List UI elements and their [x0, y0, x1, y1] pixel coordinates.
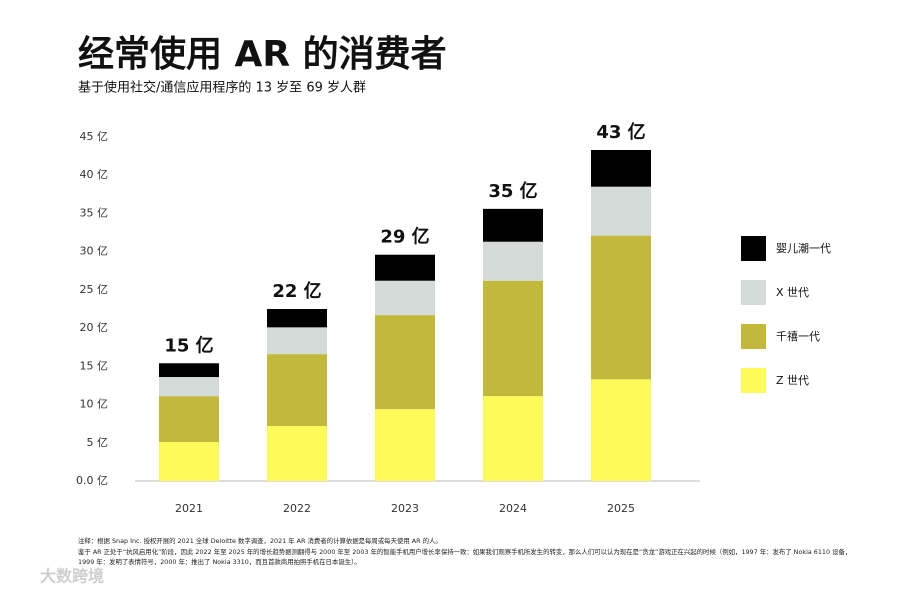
y-tick-label: 40 亿 [80, 168, 109, 181]
bar-segment [483, 280, 543, 397]
y-tick-label: 15 亿 [80, 359, 109, 372]
note: 注释：根据 Snap Inc. 授权开展的 2021 全球 Deloitte 数… [78, 536, 442, 545]
bar-segment [159, 377, 219, 397]
total-label: 43 亿 [596, 121, 645, 143]
bar-segment [591, 186, 651, 236]
y-tick-label: 25 亿 [80, 283, 109, 296]
legend-label: X 世代 [776, 286, 809, 299]
x-tick-label: 2024 [499, 502, 527, 515]
bar-segment [591, 149, 651, 187]
bar-segment [483, 208, 543, 242]
bar-segment [375, 315, 435, 410]
note: 鉴于 AR 正处于“抗风启用化”阶段，因此 2022 年至 2025 年的增长趋… [78, 547, 851, 556]
total-label: 35 亿 [488, 180, 537, 202]
x-tick-label: 2023 [391, 502, 419, 515]
chart-title: 经常使用 AR 的消费者 [78, 34, 447, 75]
total-label: 15 亿 [164, 334, 213, 356]
legend-swatch [741, 280, 766, 305]
bar-segment [267, 309, 327, 328]
y-tick-label: 0.0 亿 [76, 474, 108, 487]
subtitle: 基于使用社交/通信应用程序的 13 岁至 69 岁人群 [78, 80, 366, 96]
y-tick-label: 20 亿 [80, 321, 109, 334]
x-tick-label: 2021 [175, 502, 203, 515]
legend-swatch [741, 368, 766, 393]
x-tick-label: 2022 [283, 502, 311, 515]
bar-segment [267, 425, 327, 481]
bar-segment [375, 409, 435, 481]
bar-segment [159, 363, 219, 378]
y-tick-label: 45 亿 [80, 130, 109, 143]
bar-segment [159, 396, 219, 443]
y-tick-label: 10 亿 [80, 398, 109, 411]
bar-segment [591, 379, 651, 481]
bar-segment [591, 235, 651, 380]
legend-swatch [741, 236, 766, 261]
bar-segment [375, 280, 435, 316]
bar-segment [267, 327, 327, 355]
legend-label: Z 世代 [776, 374, 809, 387]
y-tick-label: 30 亿 [80, 245, 109, 258]
x-tick-label: 2025 [607, 502, 635, 515]
legend-label: 千禧一代 [776, 330, 820, 343]
y-tick-label: 5 亿 [87, 436, 109, 449]
bar-segment [159, 442, 219, 481]
bar-segment [267, 354, 327, 426]
bar-segment [483, 241, 543, 281]
total-label: 22 亿 [272, 280, 321, 302]
bar-segment [483, 396, 543, 481]
total-label: 29 亿 [380, 226, 429, 248]
y-tick-label: 35 亿 [80, 206, 109, 219]
legend-label: 婴儿潮一代 [776, 241, 831, 255]
bar-segment [375, 254, 435, 281]
watermark: 大数跨境 [40, 567, 104, 586]
note: 1999 年：发明了表情符号，2000 年：推出了 Nokia 3310，而且首… [78, 557, 361, 566]
legend-swatch [741, 324, 766, 349]
